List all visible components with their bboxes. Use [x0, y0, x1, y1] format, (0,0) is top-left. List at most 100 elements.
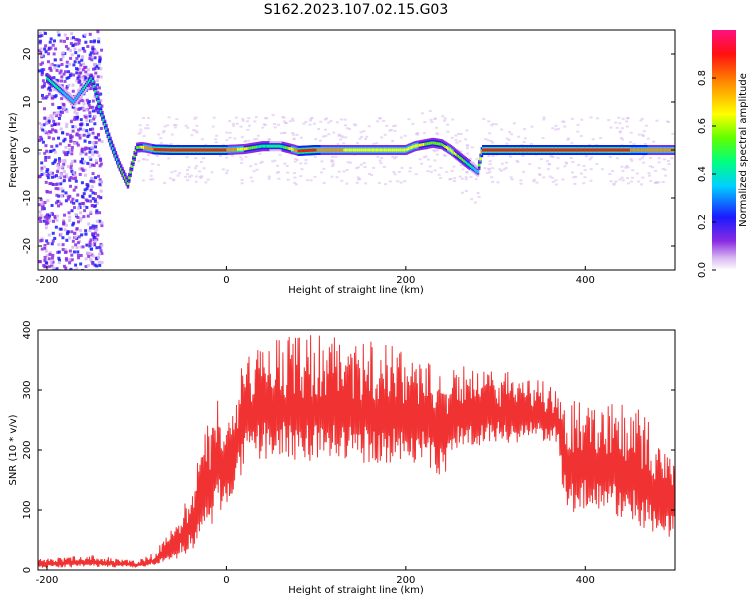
spectrogram-noise-cell — [93, 242, 97, 246]
spectrogram-noise-cell — [77, 75, 81, 79]
spectrogram-ridge-core — [394, 148, 398, 152]
spectrogram-noise-cell — [343, 124, 347, 127]
spectrogram-noise-cell — [94, 49, 98, 53]
spectrogram-noise-cell — [465, 129, 469, 132]
spectrogram-noise-cell — [436, 133, 440, 136]
spectrogram-noise-cell — [96, 194, 100, 198]
spectrogram-noise-cell — [385, 124, 389, 127]
spectrogram-ridge-core — [393, 148, 396, 152]
spectrogram-noise-cell — [47, 172, 51, 176]
spectrogram-noise-cell — [97, 252, 101, 256]
spectrogram-noise-cell — [454, 139, 458, 142]
spectrogram-noise-cell — [582, 182, 586, 185]
y-tick-label: 100 — [22, 500, 33, 519]
spectrogram-ridge-core — [191, 148, 194, 152]
spectrogram-ridge-core — [238, 147, 241, 151]
spectrogram-noise-cell — [640, 117, 644, 120]
spectrogram-noise-cell — [454, 134, 458, 137]
spectrogram-noise-cell — [88, 128, 92, 132]
spectrogram-noise-cell — [225, 131, 229, 134]
spectrogram-noise-cell — [99, 162, 103, 166]
spectrogram-noise-cell — [88, 244, 92, 248]
spectrogram-noise-cell — [68, 62, 72, 66]
spectrogram-noise-cell — [53, 214, 57, 218]
spectrogram-ridge-core — [476, 170, 480, 174]
spectrogram-noise-cell — [67, 195, 71, 199]
spectrogram-noise-cell — [556, 156, 560, 159]
spectrogram-noise-cell — [643, 142, 647, 145]
spectrogram-noise-cell — [57, 64, 61, 68]
spectrogram-noise-cell — [74, 213, 78, 217]
spectrogram-ridge-core — [529, 148, 532, 152]
spectrogram-noise-cell — [435, 153, 439, 156]
spectrogram-noise-cell — [43, 165, 47, 169]
spectrogram-ridge-core — [79, 91, 83, 95]
spectrogram-noise-cell — [71, 44, 75, 48]
spectrogram-noise-cell — [47, 216, 51, 220]
spectrogram-noise-cell — [293, 172, 297, 175]
spectrogram-noise-cell — [51, 161, 55, 165]
spectrogram-ridge-core — [362, 148, 365, 152]
spectrogram-noise-cell — [58, 142, 62, 146]
spectrogram-noise-cell — [91, 224, 95, 228]
spectrogram-noise-cell — [549, 155, 553, 158]
spectrogram-ridge-core — [320, 148, 324, 152]
spectrogram-ridge-core — [350, 148, 353, 152]
spectrogram-ridge-core — [126, 182, 130, 186]
spectrogram-ridge-core — [547, 148, 551, 152]
spectrogram-noise-cell — [38, 69, 42, 73]
spectrogram-noise-cell — [82, 215, 86, 219]
spectrogram-noise-cell — [70, 162, 74, 166]
spectrogram-noise-cell — [40, 70, 44, 74]
spectrogram-noise-cell — [38, 121, 42, 125]
spectrogram-noise-cell — [43, 255, 47, 259]
spectrogram-noise-cell — [443, 119, 447, 122]
spectrogram-noise-cell — [416, 133, 420, 136]
spectrogram-noise-cell — [97, 93, 101, 97]
spectrogram-noise-cell — [211, 125, 215, 128]
spectrogram-noise-cell — [225, 139, 229, 142]
spectrogram-ridge-core — [224, 148, 228, 152]
spectrogram-ridge-core — [246, 147, 249, 151]
spectrogram-noise-cell — [642, 130, 646, 133]
spectrogram-noise-cell — [56, 199, 60, 203]
spectrogram-noise-cell — [57, 122, 61, 126]
spectrogram-ridge-core — [627, 148, 630, 152]
spectrogram-noise-cell — [55, 144, 59, 148]
spectrogram-noise-cell — [89, 157, 93, 161]
spectrogram-noise-cell — [76, 253, 80, 257]
spectrogram-noise-cell — [429, 118, 433, 121]
spectrogram-noise-cell — [308, 123, 312, 126]
spectrogram-noise-cell — [51, 171, 55, 175]
spectrogram-ridge-core — [298, 149, 302, 153]
spectrogram-noise-cell — [79, 152, 83, 156]
spectrogram-noise-cell — [57, 256, 61, 260]
spectrogram-noise-cell — [80, 181, 84, 185]
spectrogram-ridge-core — [595, 148, 598, 152]
spectrogram-noise-cell — [61, 243, 65, 247]
spectrogram-noise-cell — [327, 133, 331, 136]
spectrogram-ridge-core — [203, 148, 206, 152]
spectrogram-noise-cell — [93, 263, 97, 267]
spectrogram-noise-cell — [228, 120, 232, 123]
spectrogram-ridge-core — [652, 148, 656, 152]
spectrogram-noise-cell — [458, 175, 462, 178]
spectrogram-noise-cell — [377, 182, 381, 185]
spectrogram-ridge-core — [424, 142, 427, 146]
spectrogram-noise-cell — [83, 139, 87, 143]
spectrogram-ridge-core — [323, 148, 326, 152]
spectrogram-ridge-core — [488, 148, 492, 152]
spectrogram-noise-cell — [329, 120, 333, 123]
spectrogram-ridge-core — [632, 148, 636, 152]
spectrogram-noise-cell — [505, 137, 509, 140]
spectrogram-noise-cell — [48, 251, 52, 255]
spectrogram-ridge-core — [176, 148, 180, 152]
spectrogram-noise-cell — [71, 89, 75, 93]
spectrogram-noise-cell — [42, 68, 46, 72]
spectrogram-noise-cell — [93, 204, 97, 208]
spectrogram-noise-cell — [45, 214, 49, 218]
spectrogram-ridge-core — [609, 148, 613, 152]
spectrogram-noise-cell — [491, 154, 495, 157]
spectrogram-ridge-core — [519, 148, 523, 152]
spectrogram-noise-cell — [632, 143, 636, 146]
